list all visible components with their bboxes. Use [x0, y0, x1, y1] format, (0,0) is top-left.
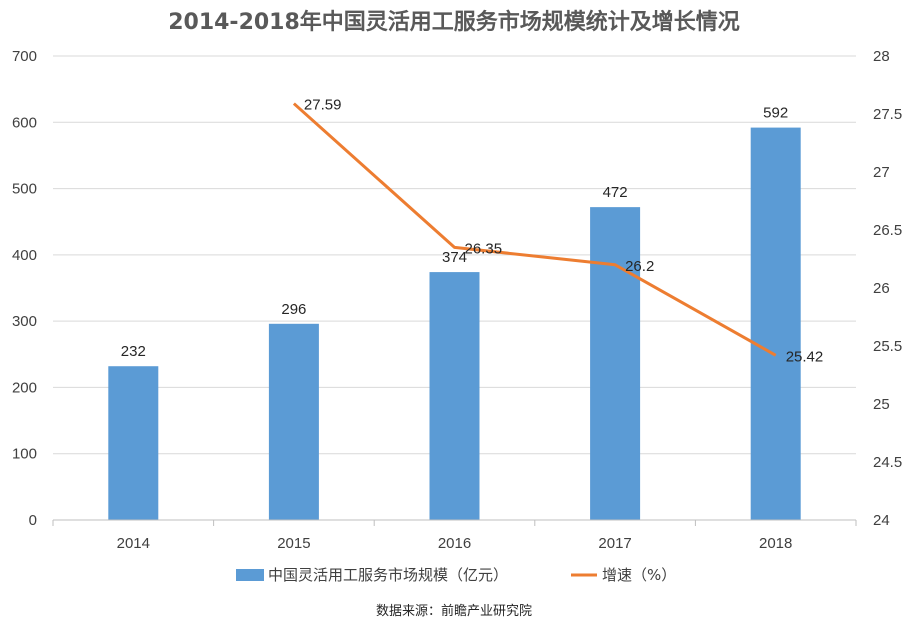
right-y-tick-label: 26.5: [873, 222, 902, 239]
bar: [268, 323, 319, 520]
x-axis: 2014 2015 2016 2017 2018: [52, 519, 857, 552]
x-tick-label: 2014: [117, 535, 150, 552]
left-y-tick-label: 700: [12, 48, 37, 65]
line-series: 27.59 26.35 26.2 25.42: [292, 97, 824, 365]
line-data-label: 27.59: [304, 97, 342, 114]
bar-data-label: 592: [763, 105, 788, 122]
source-note: 数据来源：前瞻产业研究院: [376, 603, 532, 619]
left-y-tick-label: 600: [12, 114, 37, 131]
right-y-axis: 24 24.5 25 25.5 26 26.5 27 27.5 28: [873, 48, 902, 529]
left-y-tick-label: 100: [12, 446, 37, 463]
left-y-tick-label: 400: [12, 247, 37, 264]
right-y-tick-label: 24: [873, 512, 890, 529]
bar-data-label: 232: [121, 343, 146, 360]
bar: [429, 272, 480, 520]
right-y-tick-label: 25.5: [873, 338, 902, 355]
bar: [750, 127, 801, 521]
x-tick-label: 2017: [598, 535, 631, 552]
line-data-label: 26.2: [625, 258, 654, 275]
legend-bar-label: 中国灵活用工服务市场规模（亿元）: [268, 566, 508, 584]
right-y-tick-label: 27.5: [873, 106, 902, 123]
left-y-tick-label: 0: [29, 512, 37, 529]
x-tick-label: 2016: [438, 535, 471, 552]
bar-data-label: 374: [442, 249, 467, 266]
legend: 中国灵活用工服务市场规模（亿元） 增速（%）: [236, 566, 676, 584]
right-y-tick-label: 25: [873, 396, 890, 413]
left-y-tick-label: 300: [12, 313, 37, 330]
left-y-axis: 0 100 200 300 400 500 600 700: [12, 48, 37, 529]
x-tick-label: 2018: [759, 535, 792, 552]
growth-line: [292, 102, 777, 357]
x-tick-label: 2015: [277, 535, 310, 552]
bar: [108, 366, 159, 520]
bar-data-label: 472: [603, 184, 628, 201]
line-data-label: 26.35: [465, 240, 503, 257]
line-data-label: 25.42: [786, 348, 824, 365]
chart-title: 2014-2018年中国灵活用工服务市场规模统计及增长情况: [168, 9, 740, 35]
right-y-tick-label: 28: [873, 48, 890, 65]
bar-series: 232 296 374 472 592: [108, 105, 801, 521]
legend-bar-swatch: [236, 569, 264, 581]
bar-data-label: 296: [281, 301, 306, 318]
right-y-tick-label: 26: [873, 280, 890, 297]
left-y-tick-label: 200: [12, 379, 37, 396]
bar: [590, 207, 641, 521]
legend-line-label: 增速（%）: [602, 566, 676, 584]
right-y-tick-label: 27: [873, 164, 890, 181]
right-y-tick-label: 24.5: [873, 454, 902, 471]
left-y-tick-label: 500: [12, 181, 37, 198]
